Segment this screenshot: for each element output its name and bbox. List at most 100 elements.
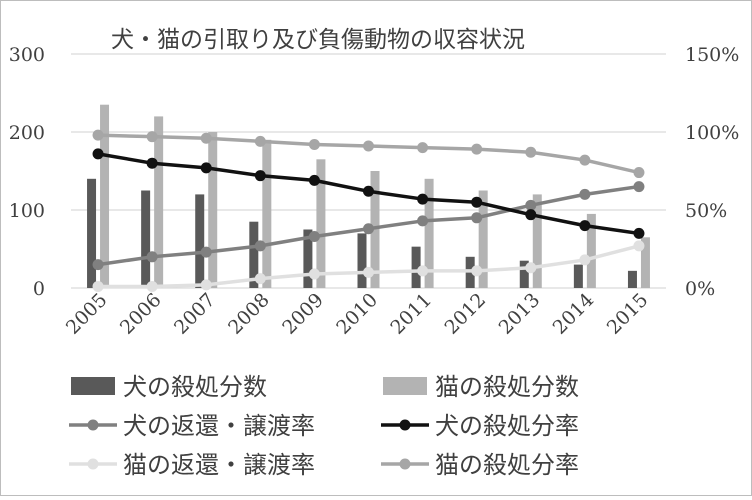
series-point: [363, 223, 374, 235]
series-point: [254, 170, 266, 182]
series-point: [308, 268, 320, 280]
bar: [141, 190, 151, 288]
series-point: [525, 209, 537, 221]
series-point: [471, 265, 483, 277]
bar: [586, 213, 596, 288]
bar: [424, 178, 434, 288]
series-point: [308, 174, 320, 186]
y-right-tick-label: 0%: [685, 278, 715, 300]
series-point: [308, 138, 320, 150]
legend-marker: [399, 419, 411, 431]
y-left-tick-label: 0: [33, 278, 45, 300]
series-point: [363, 185, 374, 197]
legend-swatch: [383, 377, 427, 395]
y-right-tick-label: 150%: [685, 44, 739, 66]
x-axis: 2005 2006 2007 2008 2009 2010 2011 2012 2013 2014…: [62, 289, 653, 339]
bar: [195, 194, 205, 288]
series-point: [633, 181, 645, 193]
x-tick-label: 2008: [224, 289, 274, 339]
lines: [92, 129, 645, 292]
bar: [87, 178, 97, 288]
legend-label: 犬の殺処分率: [435, 412, 579, 440]
series-point: [417, 142, 429, 154]
series-point: [146, 280, 158, 292]
series-point: [633, 240, 645, 252]
series-point: [417, 265, 429, 277]
series-point: [471, 143, 483, 155]
x-tick-label: 2012: [440, 289, 490, 339]
y-axis-right: 0% 50% 100% 150%: [685, 44, 739, 300]
series-point: [579, 188, 591, 200]
x-tick-label: 2009: [278, 289, 328, 339]
series-point: [92, 148, 104, 160]
bar: [519, 260, 529, 288]
series-point: [579, 254, 591, 266]
legend-label: 猫の返還・譲渡率: [123, 451, 315, 479]
series-point: [471, 212, 483, 224]
series-point: [92, 280, 104, 292]
x-tick-label: 2007: [170, 289, 220, 339]
legend-label: 猫の殺処分数: [435, 373, 579, 401]
series-point: [308, 231, 320, 243]
series-point: [146, 251, 158, 263]
series-line: [98, 244, 640, 289]
x-tick-label: 2013: [495, 289, 545, 339]
y-right-tick-label: 100%: [685, 122, 739, 144]
bar: [100, 104, 110, 288]
x-tick-label: 2010: [332, 289, 382, 339]
y-left-tick-label: 100: [9, 200, 45, 222]
bar: [411, 246, 421, 288]
bar: [316, 159, 326, 288]
y-right-tick-label: 50%: [685, 200, 727, 222]
series-point: [579, 154, 591, 166]
bar: [249, 221, 259, 288]
x-tick-label: 2006: [116, 289, 166, 339]
series-point: [525, 146, 537, 158]
series-point: [525, 199, 537, 211]
chart-title: 犬・猫の引取り及び負傷動物の収容状況: [111, 27, 525, 53]
bar: [532, 194, 542, 288]
bar: [357, 233, 367, 288]
bars: [87, 104, 650, 289]
series-point: [254, 135, 266, 147]
series-point: [471, 196, 483, 208]
series-point: [254, 240, 266, 252]
x-tick-label: 2005: [62, 289, 112, 339]
series-point: [200, 132, 212, 144]
bar: [573, 264, 583, 288]
y-axis-left: 0 100 200 300: [9, 44, 45, 300]
bar: [208, 132, 218, 288]
y-left-tick-label: 300: [9, 44, 45, 66]
legend-label: 犬の返還・譲渡率: [123, 412, 315, 440]
series-point: [525, 262, 537, 274]
bar: [262, 139, 272, 288]
series-point: [363, 266, 374, 278]
bar: [627, 270, 637, 288]
series-point: [633, 227, 645, 239]
bar: [154, 116, 164, 289]
bar: [303, 229, 313, 288]
series-point: [200, 162, 212, 174]
bar: [640, 237, 650, 288]
series-point: [200, 279, 212, 291]
legend-label: 犬の殺処分数: [123, 373, 267, 401]
series-point: [146, 131, 158, 143]
series-point: [417, 193, 429, 205]
series-point: [417, 215, 429, 227]
series-point: [254, 273, 266, 285]
series-point: [633, 167, 645, 179]
bar: [478, 190, 488, 288]
legend-label: 猫の殺処分率: [435, 451, 579, 479]
y-left-tick-label: 200: [9, 122, 45, 144]
series-point: [146, 157, 158, 169]
legend-marker: [87, 458, 99, 470]
legend-marker: [399, 458, 411, 470]
series-point: [363, 140, 374, 152]
series-point: [92, 129, 104, 141]
series-point: [92, 259, 104, 271]
series-point: [200, 246, 212, 258]
legend-swatch: [71, 377, 115, 395]
